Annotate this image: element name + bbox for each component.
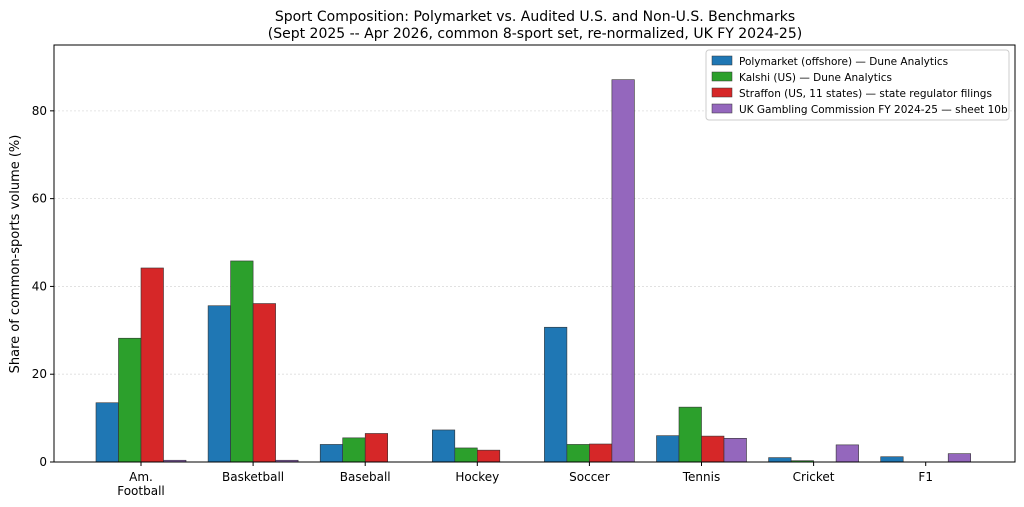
legend-swatch (711, 55, 733, 66)
bar-3-6 (835, 444, 859, 463)
chart-subtitle: (Sept 2025 -- Apr 2026, common 8-sport s… (268, 26, 802, 42)
x-tick-label: Baseball (340, 470, 391, 484)
bar-1-5 (678, 406, 702, 463)
bar-3-5 (723, 437, 747, 463)
x-tick-label: Basketball (222, 470, 284, 484)
bar-3-4 (611, 79, 635, 463)
bar-1-1 (230, 260, 254, 463)
y-tick-label: 40 (32, 279, 47, 293)
y-axis: 0 20 40 60 80 (32, 104, 54, 469)
bar-0-5 (656, 435, 680, 463)
legend-entry: Kalshi (US) — Dune Analytics (739, 72, 892, 84)
y-axis-label: Share of common-sports volume (%) (8, 135, 23, 374)
bar-2-5 (701, 435, 725, 463)
bar-0-6 (768, 457, 792, 463)
x-tick-label: Hockey (455, 470, 499, 484)
x-tick-label: F1 (918, 470, 933, 484)
bar-1-2 (342, 437, 366, 463)
chart-title: Sport Composition: Polymarket vs. Audite… (275, 9, 795, 25)
plot-frame (53, 44, 1016, 463)
legend: Polymarket (offshore) — Dune Analytics Ka… (705, 49, 1010, 121)
y-tick-label: 20 (32, 367, 47, 381)
x-tick-label: Tennis (682, 470, 720, 484)
bar-0-0 (95, 402, 119, 463)
bar-0-4 (544, 326, 568, 463)
x-tick-label: Cricket (793, 470, 835, 484)
x-tick-label: Soccer (569, 470, 610, 484)
bars (95, 79, 972, 463)
bar-0-1 (207, 305, 231, 463)
bar-0-7 (880, 456, 904, 463)
bar-2-4 (589, 443, 613, 463)
bar-2-0 (140, 267, 164, 463)
x-tick-label: Am. (129, 470, 153, 484)
bar-1-0 (118, 337, 142, 463)
legend-entry: Polymarket (offshore) — Dune Analytics (739, 56, 948, 68)
bar-1-3 (454, 447, 478, 463)
legend-swatch (711, 103, 733, 114)
legend-box (705, 49, 1010, 121)
y-tick-label: 0 (39, 455, 47, 469)
y-tick-label: 80 (32, 104, 47, 118)
legend-entry: UK Gambling Commission FY 2024-25 — shee… (739, 104, 1008, 116)
grid-lines (54, 110, 1015, 375)
bar-0-3 (431, 429, 456, 463)
bar-2-2 (364, 433, 389, 463)
x-tick-label: Football (117, 484, 165, 498)
legend-swatch (711, 87, 733, 98)
legend-swatch (711, 71, 733, 82)
bar-2-1 (252, 303, 276, 463)
legend-entry: Straffon (US, 11 states) — state regulat… (739, 88, 992, 100)
bar-3-7 (947, 453, 972, 463)
bar-1-4 (566, 444, 590, 463)
x-axis: Am.Football Basketball Baseball Hockey Socce… (117, 462, 933, 498)
bar-0-2 (319, 444, 344, 463)
y-tick-label: 60 (32, 192, 47, 206)
bar-2-3 (476, 449, 501, 463)
